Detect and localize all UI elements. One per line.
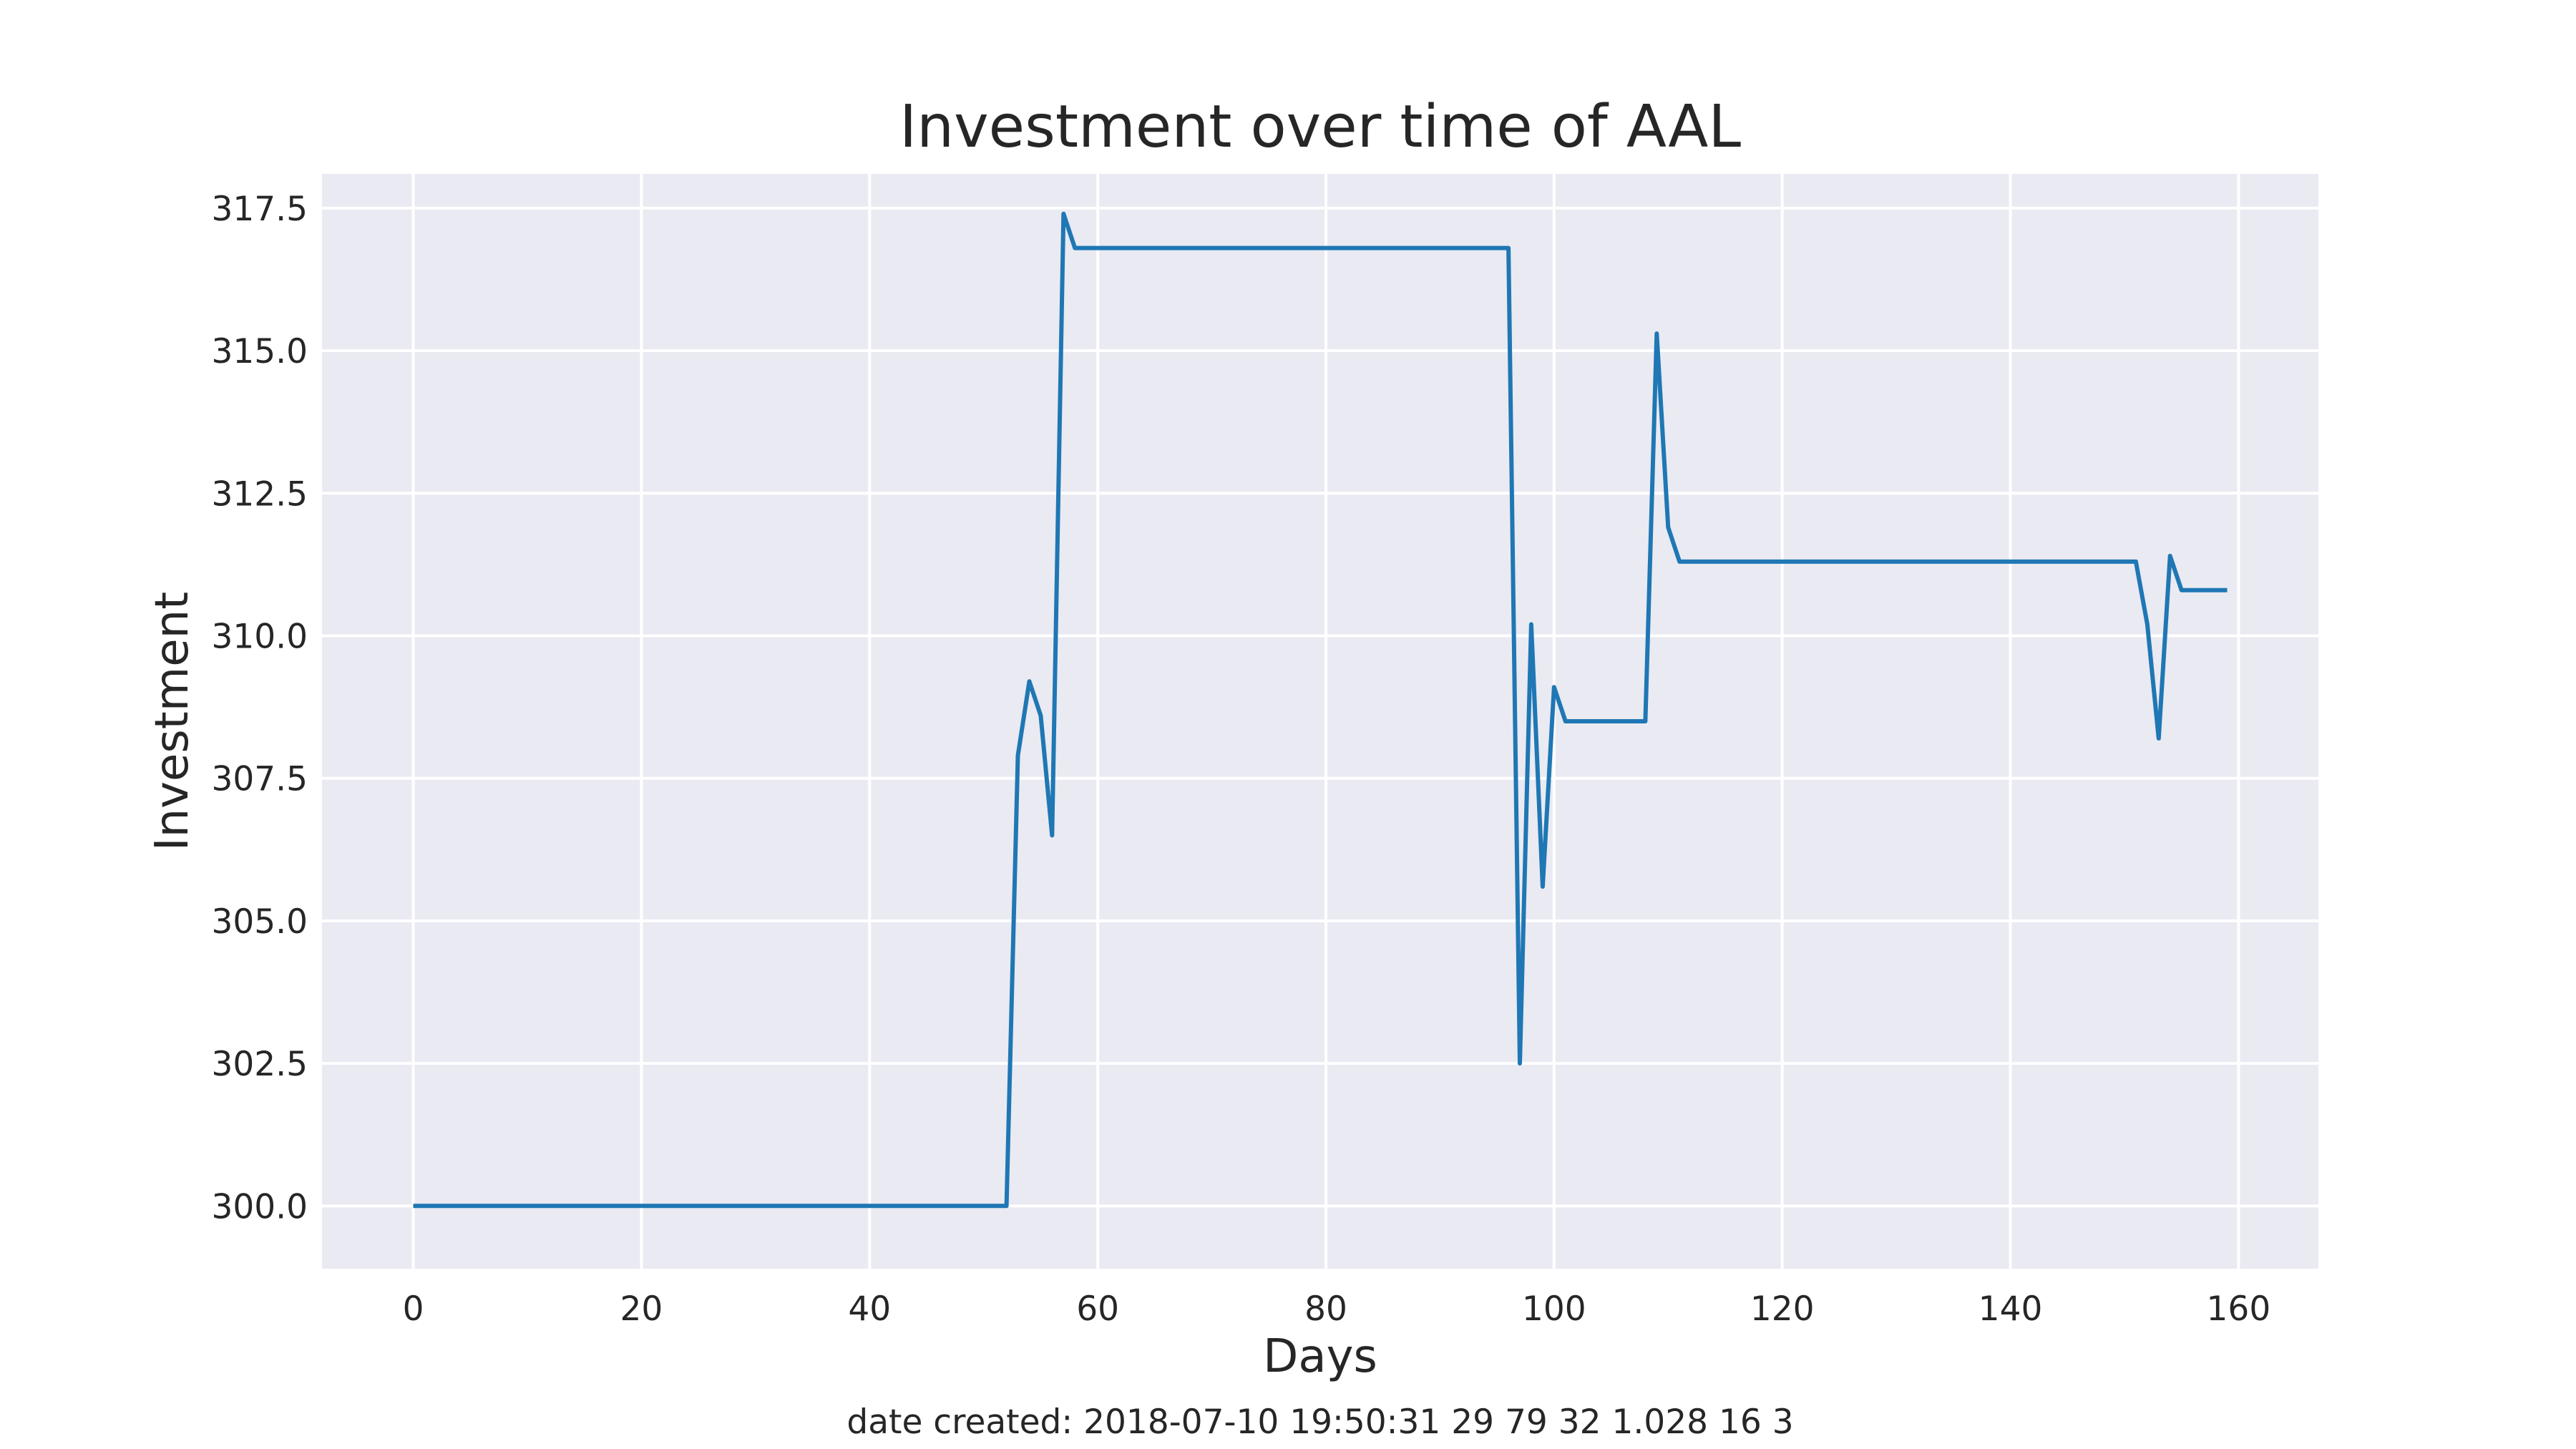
y-tick-label: 307.5 [211, 760, 308, 799]
y-tick-label: 315.0 [211, 332, 308, 371]
y-axis-label: Investment [146, 592, 199, 852]
y-tick-label: 305.0 [211, 902, 308, 942]
plot-background [322, 174, 2318, 1269]
y-tick-label: 312.5 [211, 474, 308, 514]
x-tick-label: 100 [1522, 1289, 1586, 1329]
x-tick-label: 20 [620, 1289, 663, 1329]
x-tick-label: 80 [1304, 1289, 1347, 1329]
y-tick-label: 317.5 [211, 190, 308, 229]
x-tick-label: 120 [1750, 1289, 1815, 1329]
x-tick-label: 40 [848, 1289, 891, 1329]
x-tick-label: 160 [2207, 1289, 2271, 1329]
investment-series-line [413, 211, 2228, 1209]
x-tick-label: 0 [403, 1289, 424, 1329]
x-tick-label: 60 [1076, 1289, 1119, 1329]
chart-title: Investment over time of AAL [899, 93, 1741, 161]
date-created-footer: date created: 2018-07-10 19:50:31 29 79 … [847, 1402, 1793, 1442]
series-layer [413, 211, 2228, 1209]
y-tick-label: 310.0 [211, 617, 308, 656]
y-tick-labels: 300.0 302.5 305.0 307.5 310.0 312.5 315.0 317.5 [211, 190, 308, 1227]
x-tick-labels: 0 20 40 60 80 100 120 140 160 [403, 1289, 2271, 1329]
x-tick-label: 140 [1979, 1289, 2043, 1329]
x-axis-label: Days [1263, 1330, 1377, 1383]
y-tick-label: 300.0 [211, 1187, 308, 1226]
y-tick-label: 302.5 [211, 1045, 308, 1084]
